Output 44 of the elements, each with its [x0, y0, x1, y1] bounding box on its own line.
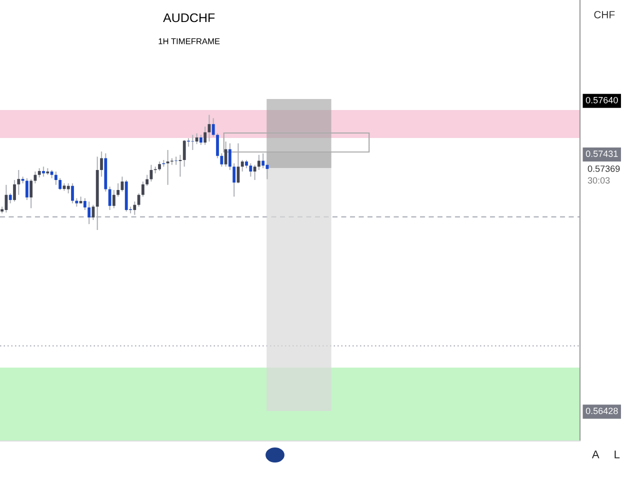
- candlestick: [146, 174, 149, 186]
- candlestick: [83, 198, 86, 211]
- candlestick: [199, 134, 202, 146]
- candlestick: [216, 132, 219, 159]
- candlestick: [66, 182, 70, 194]
- candlestick: [30, 178, 33, 209]
- candlestick: [158, 160, 161, 172]
- candlestick: [8, 192, 12, 204]
- candlestick: [249, 162, 252, 178]
- y-tick-label: 0.56428: [586, 408, 618, 414]
- text: L: [614, 450, 620, 458]
- candlestick: [42, 166, 45, 178]
- text: CHF: [594, 11, 615, 18]
- candlestick: [204, 126, 207, 146]
- candlestick: [191, 134, 194, 151]
- candlestick: [112, 189, 116, 209]
- candlestick: [212, 118, 215, 138]
- candlestick: [54, 170, 58, 186]
- candlestick: [116, 182, 120, 198]
- candlestick: [58, 178, 62, 191]
- candlestick: [100, 150, 103, 178]
- candlestick: [232, 162, 236, 198]
- candlestick: [17, 169, 20, 196]
- y-tick-label: 0.57431: [586, 150, 618, 157]
- candlestick: [240, 159, 244, 172]
- candlestick: [166, 149, 170, 186]
- candlestick: [38, 168, 41, 178]
- text: 1H TIMEFRAME: [158, 38, 220, 44]
- candlestick: [220, 152, 224, 168]
- candlestick: [228, 142, 232, 171]
- text: 30:03: [588, 177, 610, 184]
- candlestick: [262, 152, 265, 169]
- candlestick: [257, 154, 260, 171]
- candlestick: [182, 139, 186, 168]
- candlestick: [79, 196, 82, 204]
- candlestick: [13, 179, 16, 202]
- candlestick: [71, 182, 74, 204]
- text: 0.57369: [588, 166, 620, 172]
- candlestick: [25, 178, 28, 201]
- text: AUDCHF: [163, 13, 215, 22]
- candlestick: [21, 176, 24, 184]
- text: A: [592, 450, 600, 458]
- y-tick-label: 0.57640: [586, 96, 618, 104]
- candlestick: [141, 180, 144, 198]
